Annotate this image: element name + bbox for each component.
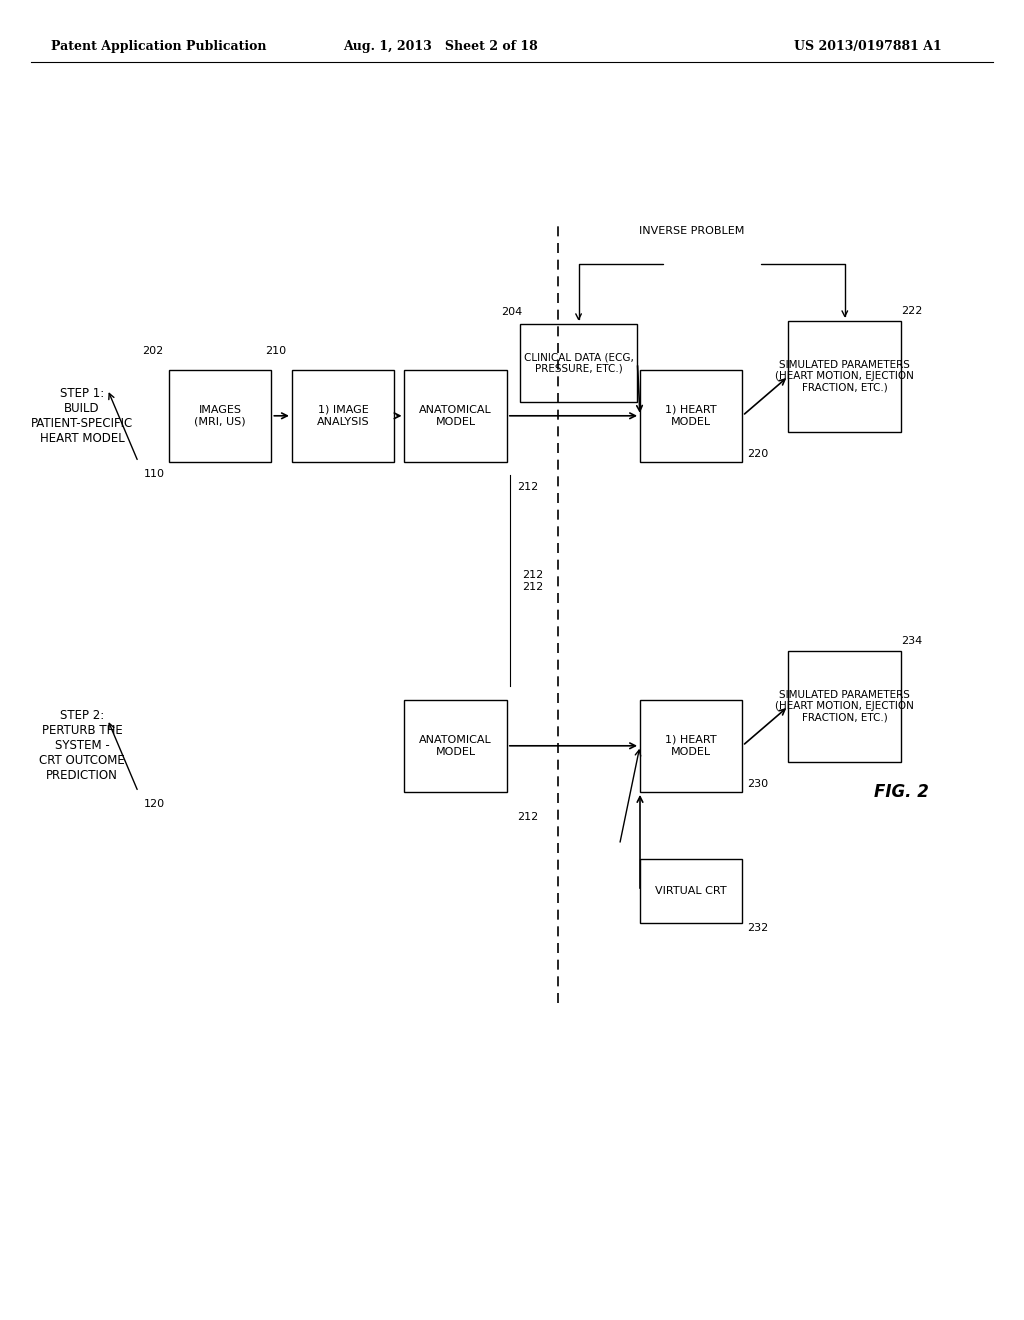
FancyBboxPatch shape	[788, 651, 901, 762]
FancyBboxPatch shape	[640, 700, 742, 792]
Text: STEP 2:
PERTURB THE
SYSTEM -
CRT OUTCOME
PREDICTION: STEP 2: PERTURB THE SYSTEM - CRT OUTCOME…	[39, 709, 125, 783]
Text: 212: 212	[517, 482, 539, 492]
Text: 120: 120	[143, 799, 165, 809]
Text: 202: 202	[142, 346, 164, 356]
Text: ANATOMICAL
MODEL: ANATOMICAL MODEL	[419, 735, 493, 756]
Text: US 2013/0197881 A1: US 2013/0197881 A1	[795, 40, 942, 53]
Text: FIG. 2: FIG. 2	[873, 783, 929, 801]
FancyBboxPatch shape	[169, 370, 271, 462]
FancyBboxPatch shape	[292, 370, 394, 462]
FancyBboxPatch shape	[404, 370, 507, 462]
Text: IMAGES
(MRI, US): IMAGES (MRI, US)	[195, 405, 246, 426]
FancyBboxPatch shape	[640, 370, 742, 462]
Text: 232: 232	[748, 924, 769, 933]
Text: 1) HEART
MODEL: 1) HEART MODEL	[666, 405, 717, 426]
Text: SIMULATED PARAMETERS
(HEART MOTION, EJECTION
FRACTION, ETC.): SIMULATED PARAMETERS (HEART MOTION, EJEC…	[775, 359, 914, 393]
Text: INVERSE PROBLEM: INVERSE PROBLEM	[639, 226, 743, 236]
Text: 230: 230	[748, 779, 769, 789]
Text: 1) HEART
MODEL: 1) HEART MODEL	[666, 735, 717, 756]
Text: 110: 110	[143, 469, 165, 479]
Text: 222: 222	[901, 306, 923, 315]
Text: VIRTUAL CRT: VIRTUAL CRT	[655, 886, 727, 896]
Text: ANATOMICAL
MODEL: ANATOMICAL MODEL	[419, 405, 493, 426]
Text: 220: 220	[748, 449, 769, 459]
FancyBboxPatch shape	[404, 700, 507, 792]
Text: 212
212: 212 212	[522, 570, 544, 591]
Text: Patent Application Publication: Patent Application Publication	[51, 40, 266, 53]
FancyBboxPatch shape	[519, 323, 637, 403]
Text: 204: 204	[501, 306, 522, 317]
Text: 210: 210	[265, 346, 287, 356]
FancyBboxPatch shape	[788, 321, 901, 432]
Text: 212: 212	[517, 812, 539, 822]
Text: 234: 234	[901, 636, 923, 647]
Text: STEP 1:
BUILD
PATIENT-SPECIFIC
HEART MODEL: STEP 1: BUILD PATIENT-SPECIFIC HEART MOD…	[31, 387, 133, 445]
Text: 1) IMAGE
ANALYSIS: 1) IMAGE ANALYSIS	[316, 405, 370, 426]
FancyBboxPatch shape	[640, 859, 742, 924]
Text: CLINICAL DATA (ECG,
PRESSURE, ETC.): CLINICAL DATA (ECG, PRESSURE, ETC.)	[523, 352, 634, 374]
Text: Aug. 1, 2013   Sheet 2 of 18: Aug. 1, 2013 Sheet 2 of 18	[343, 40, 538, 53]
Text: SIMULATED PARAMETERS
(HEART MOTION, EJECTION
FRACTION, ETC.): SIMULATED PARAMETERS (HEART MOTION, EJEC…	[775, 689, 914, 723]
